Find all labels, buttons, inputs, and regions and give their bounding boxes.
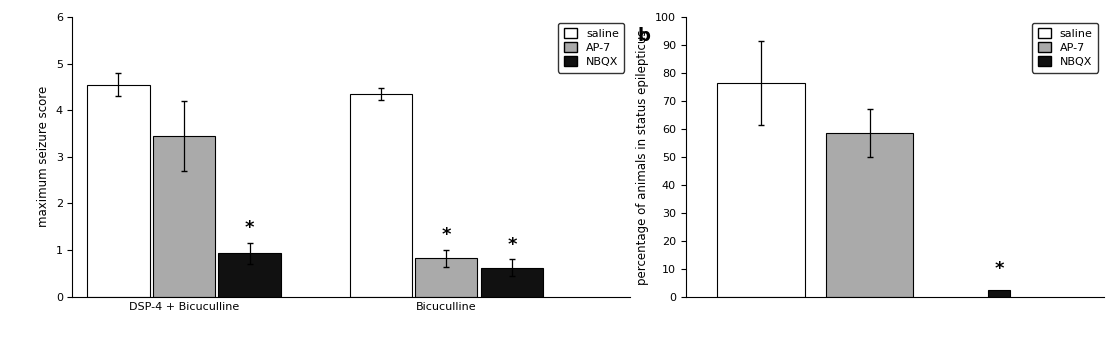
Text: *: * [442,226,452,244]
Bar [350,94,411,297]
Legend: saline, AP-7, NBQX: saline, AP-7, NBQX [1032,23,1098,73]
Text: *: * [507,236,516,254]
Bar [988,290,1010,297]
Text: *: * [245,220,254,237]
Bar [219,253,281,297]
Bar [153,136,215,297]
Bar [717,83,805,297]
Bar [87,85,149,297]
Bar [826,133,913,297]
Y-axis label: percentage of animals in status epilepticus: percentage of animals in status epilepti… [637,29,649,285]
Legend: saline, AP-7, NBQX: saline, AP-7, NBQX [559,23,624,73]
Text: b: b [638,27,651,45]
Text: *: * [995,261,1005,279]
Bar [481,268,543,297]
Bar [415,258,477,297]
Y-axis label: maximum seizure score: maximum seizure score [37,86,50,227]
